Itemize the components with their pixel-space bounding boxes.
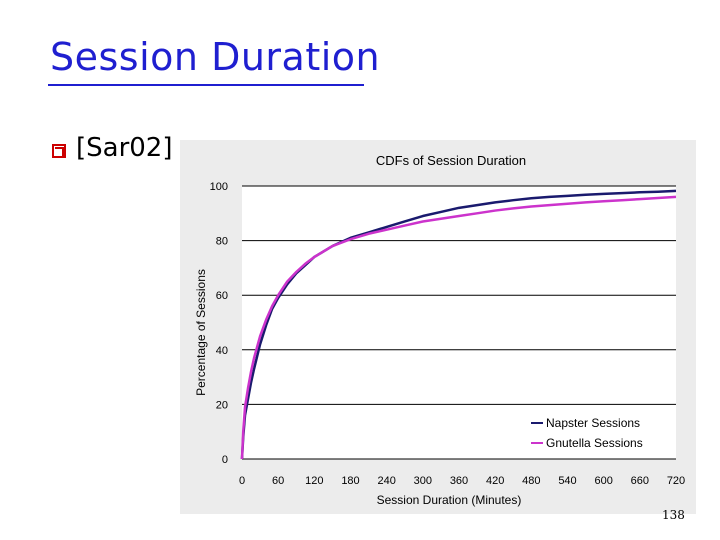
- x-tick-label: 240: [377, 475, 395, 487]
- x-tick-label: 180: [341, 475, 359, 487]
- y-tick-label: 0: [222, 454, 228, 466]
- cdf-chart: CDFs of Session Duration 0 20 40 60 80 100 0 60 1…: [194, 153, 685, 507]
- y-tick-label: 80: [216, 236, 228, 248]
- series-line-napster: [240, 189, 677, 460]
- x-tick-label: 720: [667, 475, 685, 487]
- page-number: 138: [662, 508, 685, 522]
- chart-container: CDFs of Session Duration 0 20 40 60 80 100 0 60 1…: [180, 140, 696, 514]
- y-tick-label: 100: [210, 181, 228, 193]
- legend-label: Gnutella Sessions: [546, 436, 643, 450]
- x-tick-label: 540: [558, 475, 576, 487]
- y-tick-label: 20: [216, 399, 228, 411]
- bullet-text: [Sar02]: [76, 133, 173, 163]
- x-tick-label: 360: [450, 475, 468, 487]
- y-tick-label: 60: [216, 290, 228, 302]
- legend-label: Napster Sessions: [546, 416, 640, 430]
- series-line-gnutella: [240, 195, 677, 460]
- x-tick-label: 660: [631, 475, 649, 487]
- x-tick-label: 420: [486, 475, 504, 487]
- chart-title: CDFs of Session Duration: [376, 153, 526, 168]
- x-tick-label: 60: [272, 475, 284, 487]
- checkbox-bullet-icon: [52, 143, 66, 158]
- x-tick-label: 0: [239, 475, 245, 487]
- x-tick-label: 600: [594, 475, 612, 487]
- x-axis-label: Session Duration (Minutes): [377, 493, 522, 507]
- y-axis-label: Percentage of Sessions: [194, 269, 208, 396]
- x-tick-label: 120: [305, 475, 323, 487]
- bullet-item: [Sar02]: [52, 133, 173, 163]
- title-underline: [48, 84, 364, 86]
- x-tick-label: 480: [522, 475, 540, 487]
- y-tick-label: 40: [216, 345, 228, 357]
- x-tick-label: 300: [414, 475, 432, 487]
- legend-box: [525, 410, 665, 454]
- slide-title: Session Duration: [50, 35, 381, 79]
